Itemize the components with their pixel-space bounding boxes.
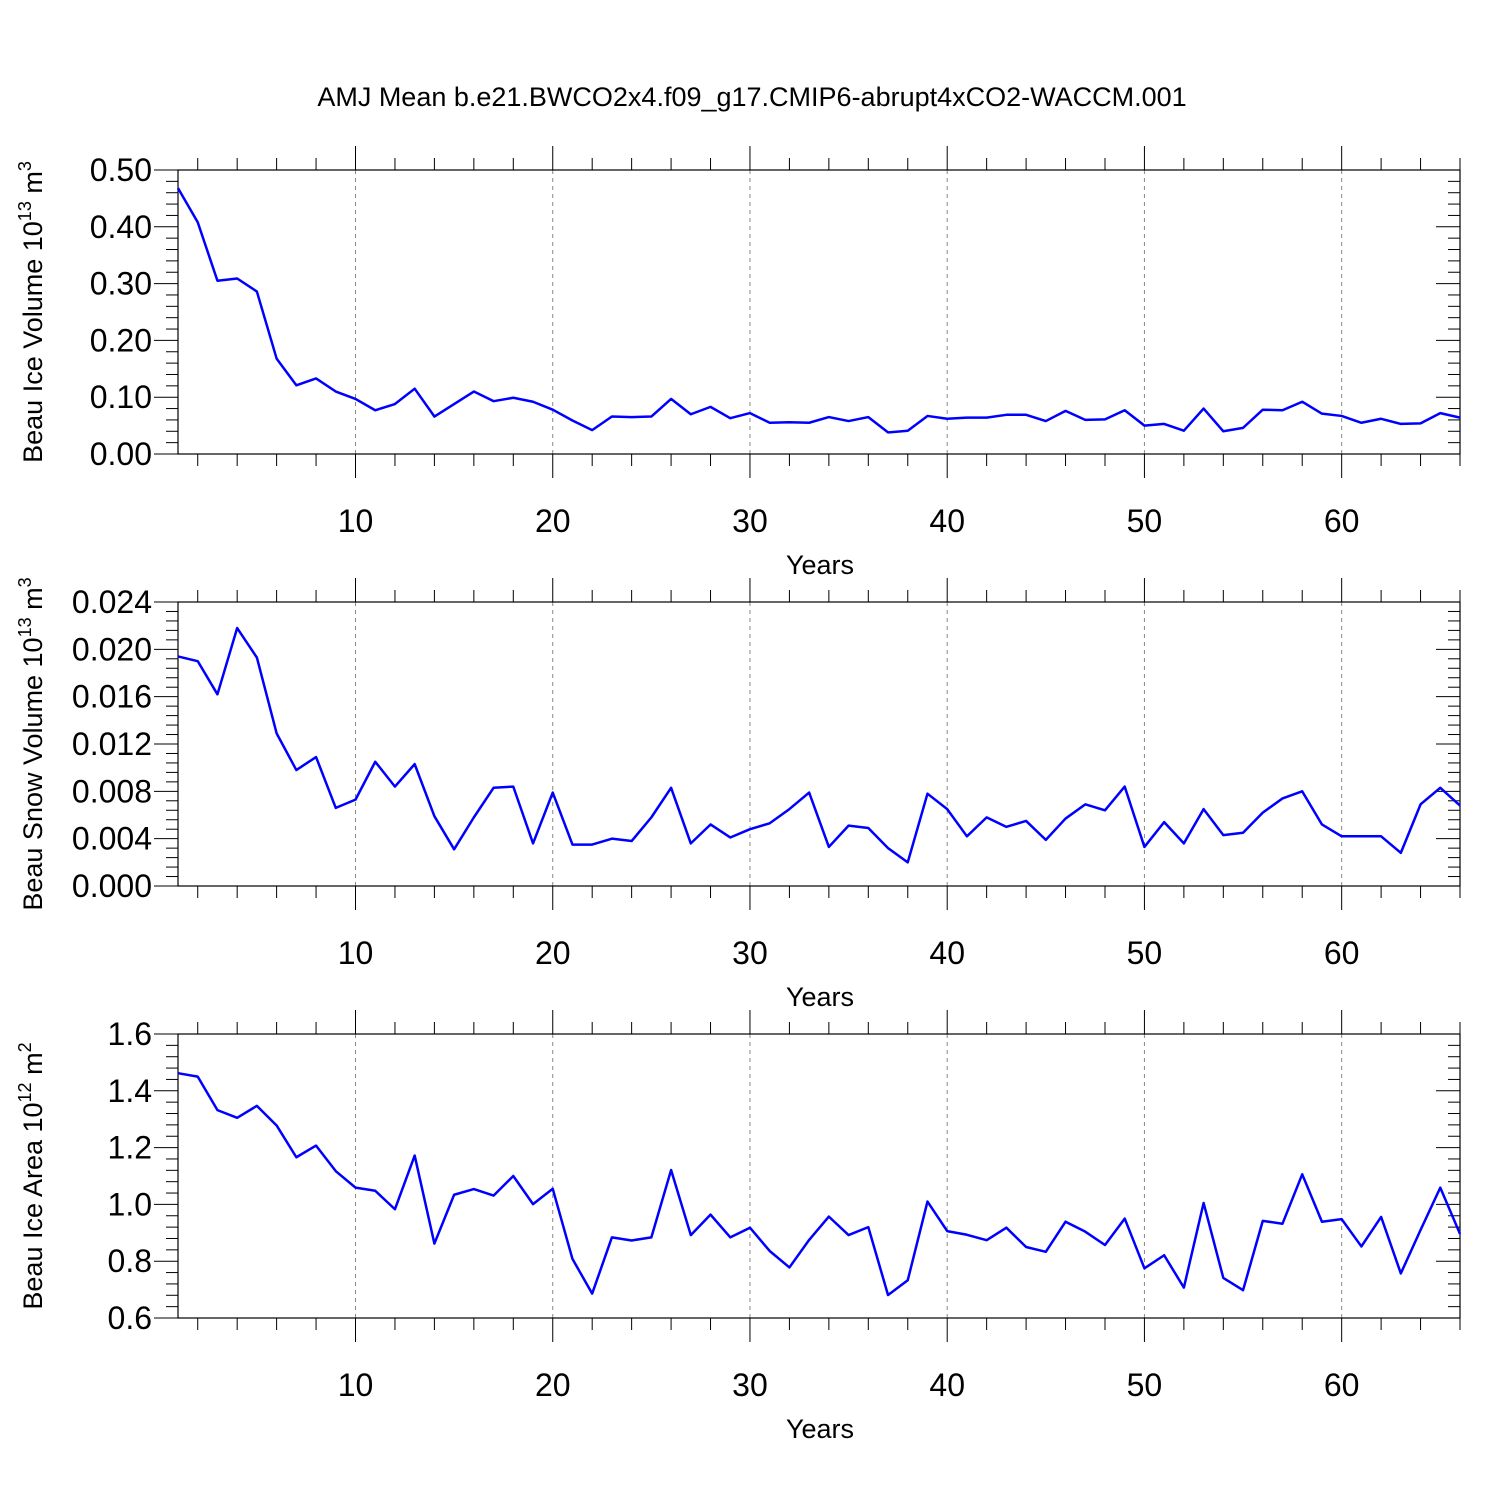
plot-frame [177,1033,1461,1319]
x-tick-label: 60 [1324,935,1360,971]
x-axis-label: Years [786,550,854,580]
panel-2: 10 20 30 40 50 60 0.000 0.004 0.008 0.012 0.016 0.0… [15,577,1461,1012]
y-tick-label: 0.012 [72,726,152,762]
panel-1: 10 20 30 40 50 60 0.00 0.10 0.20 0.30 0.40 0.50 Year… [15,146,1461,580]
x-tick-label: 50 [1127,503,1163,539]
y-tick-label: 0.8 [108,1243,152,1279]
x-tick-label: 60 [1324,503,1360,539]
y-tick-label: 1.4 [108,1073,152,1109]
y-tick-label: 1.6 [108,1016,152,1052]
y-tick-label: 1.0 [108,1186,152,1222]
x-tick-label: 30 [732,503,768,539]
y-tick-label: 0.024 [72,584,152,620]
x-tick-label: 30 [732,1367,768,1403]
y-tick-label: 0.6 [108,1300,152,1336]
x-tick-label: 50 [1127,935,1163,971]
x-tick-label: 10 [338,935,374,971]
y-tick-label: 0.020 [72,631,152,667]
y-tick-label: 0.004 [72,821,152,857]
series-line [177,1071,1462,1297]
plot-frame [177,169,1461,455]
x-tick-label: 40 [929,1367,965,1403]
y-tick-label: 0.00 [90,436,152,472]
series-line [177,626,1461,864]
y-tick-label: 0.50 [90,152,152,188]
y-tick-label: 0.000 [72,868,152,904]
panel-3: 10 20 30 40 50 60 0.6 0.8 1.0 1.2 1.4 1.6 Years Beau … [15,1010,1462,1444]
y-tick-label: 0.20 [90,322,152,358]
x-tick-label: 10 [338,503,374,539]
x-tick-label: 50 [1127,1367,1163,1403]
y-axis-label: Beau Snow Volume 1013 m3 [15,577,48,910]
y-tick-label: 0.30 [90,266,152,302]
y-tick-label: 0.40 [90,209,152,245]
y-tick-label: 1.2 [108,1130,152,1166]
y-tick-label: 0.016 [72,679,152,715]
x-tick-label: 40 [929,935,965,971]
x-tick-label: 20 [535,1367,571,1403]
series-line [176,187,1461,434]
x-axis-label: Years [786,1414,854,1444]
plot-frame [177,601,1461,887]
x-tick-label: 60 [1324,1367,1360,1403]
y-axis-label: Beau Ice Volume 1013 m3 [15,161,48,463]
figure-title: AMJ Mean b.e21.BWCO2x4.f09_g17.CMIP6-abr… [317,82,1186,112]
y-tick-label: 0.008 [72,773,152,809]
x-axis-label: Years [786,982,854,1012]
x-tick-label: 30 [732,935,768,971]
x-tick-label: 40 [929,503,965,539]
y-axis-label: Beau Ice Area 1012 m2 [15,1042,48,1309]
x-tick-label: 10 [338,1367,374,1403]
x-tick-label: 20 [535,935,571,971]
y-tick-label: 0.10 [90,379,152,415]
x-tick-label: 20 [535,503,571,539]
